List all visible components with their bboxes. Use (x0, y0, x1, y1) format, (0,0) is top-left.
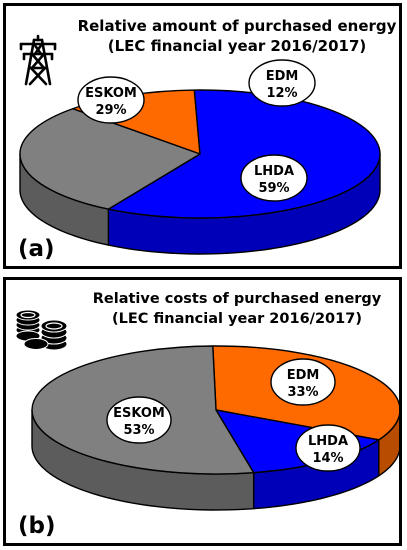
subtitle: (LEC financial year 2016/2017) (112, 311, 362, 327)
slice-name: EDM (287, 368, 320, 383)
subtitle: (LEC financial year 2016/2017) (107, 37, 367, 55)
chart-title-b: Relative costs of purchased energy (LEC … (76, 289, 398, 329)
slice-value: 12% (266, 86, 297, 101)
chart-title-a: Relative amount of purchased energy (LEC… (76, 16, 398, 56)
panel-label-a: (a) (18, 236, 55, 262)
slice-label-eskom: ESKOM 53% (106, 396, 172, 444)
slice-name: ESKOM (85, 86, 137, 101)
panel-b: EDM 33% LHDA 14% ESKOM 53% Relative costs of … (3, 277, 402, 546)
title: Relative amount of purchased energy (77, 17, 397, 35)
panel-label-b: (b) (18, 513, 56, 539)
slice-label-lhda: LHDA 14% (295, 424, 361, 472)
slice-name: LHDA (308, 434, 348, 449)
coins-icon (15, 309, 68, 351)
slice-value: 59% (258, 181, 289, 196)
slice-label-edm: EDM 12% (248, 59, 316, 107)
slice-value: 33% (287, 385, 318, 400)
slice-name: LHDA (254, 164, 294, 179)
pie-slice-eskom (19, 108, 201, 210)
pie-chart-costs: EDM 33% LHDA 14% ESKOM 53% (31, 345, 399, 511)
slice-name: ESKOM (113, 406, 165, 421)
slice-label-lhda: LHDA 59% (240, 154, 308, 202)
slice-value: 29% (95, 103, 126, 118)
slice-name: EDM (266, 69, 299, 84)
title: Relative costs of purchased energy (92, 291, 382, 307)
power-pylon-icon (19, 34, 57, 86)
slice-value: 14% (312, 451, 343, 466)
slice-label-edm: EDM 33% (270, 358, 336, 406)
slice-value: 53% (123, 423, 154, 438)
panel-a: EDM 12% LHDA 59% ESKOM 29% Relative amount of… (3, 3, 402, 269)
slice-label-eskom: ESKOM 29% (77, 76, 145, 124)
pie-chart-energy: EDM 12% LHDA 59% ESKOM 29% (19, 59, 381, 255)
